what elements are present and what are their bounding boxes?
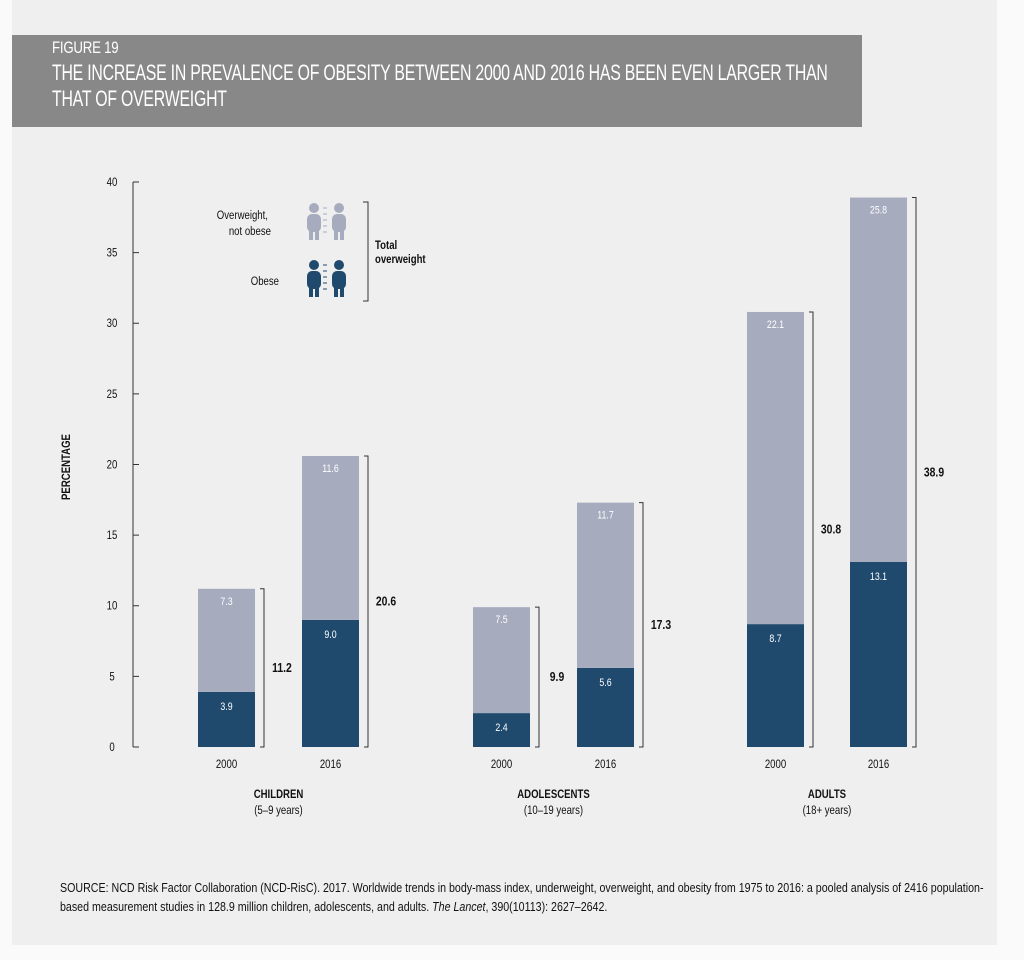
overweight-value-label: 11.7: [597, 510, 614, 522]
legend-obese-label: Obese: [251, 275, 279, 288]
group-label: ADULTS: [808, 788, 846, 801]
x-tick-label: 2016: [595, 758, 616, 771]
overweight-value-label: 7.5: [495, 614, 508, 626]
x-tick-label: 2016: [868, 758, 889, 771]
figure-header: [12, 35, 862, 127]
bar-overweight: [302, 456, 359, 620]
overweight-value-label: 11.6: [322, 463, 339, 475]
overweight-value-label: 22.1: [767, 319, 785, 331]
obese-value-label: 8.7: [769, 633, 782, 645]
y-axis-label: PERCENTAGE: [60, 434, 73, 500]
legend-bracket: [363, 201, 369, 302]
group-label: ADOLESCENTS: [517, 788, 589, 801]
obese-value-label: 3.9: [220, 701, 233, 713]
figure-title: THE INCREASE IN PREVALENCE OF OBESITY BE…: [52, 60, 828, 111]
total-value-label: 9.9: [550, 670, 565, 684]
figure-label: FIGURE 19: [52, 38, 119, 57]
total-bracket: [260, 588, 265, 748]
total-bracket: [809, 311, 814, 748]
group-subtitle: (5–9 years): [254, 804, 303, 817]
total-bracket: [535, 606, 540, 748]
bar-obese: [747, 624, 804, 747]
bar-overweight: [473, 607, 530, 714]
legend-total-label-line2: overweight: [375, 253, 426, 266]
bar-obese: [198, 691, 255, 747]
figure-panel: [12, 0, 997, 945]
total-bracket: [912, 197, 917, 748]
bar-obese: [577, 667, 634, 747]
y-tick-label: 35: [107, 247, 118, 260]
total-value-label: 30.8: [821, 522, 842, 536]
obese-value-label: 9.0: [324, 629, 337, 641]
total-value-label: 17.3: [651, 618, 672, 632]
y-tick-label: 20: [107, 459, 118, 472]
legend-total-label: Total: [375, 239, 397, 252]
x-tick-label: 2016: [320, 758, 341, 771]
y-tick-label: 25: [107, 388, 118, 401]
bar-overweight: [747, 311, 804, 625]
y-tick-label: 5: [109, 670, 114, 683]
y-tick-label: 40: [107, 176, 118, 189]
y-tick-label: 10: [107, 600, 118, 613]
bar-obese: [302, 619, 359, 747]
bar-obese: [473, 713, 530, 747]
group-subtitle: (10–19 years): [524, 804, 583, 817]
bar-overweight: [850, 197, 907, 562]
y-tick-label: 0: [109, 741, 114, 754]
y-tick-label: 30: [107, 317, 118, 330]
legend-overweight-label-line2: not obese: [229, 225, 271, 238]
source-citation: , 390(10113): 2627–2642.: [485, 899, 608, 914]
total-value-label: 38.9: [924, 465, 945, 479]
y-tick-label: 15: [107, 529, 118, 542]
group-subtitle: (18+ years): [803, 804, 852, 817]
obese-value-label: 5.6: [599, 677, 612, 689]
bar-overweight: [577, 502, 634, 668]
overweight-value-label: 25.8: [870, 205, 888, 217]
total-value-label: 20.6: [376, 594, 397, 608]
bar-obese: [850, 561, 907, 747]
children-icon-light: [307, 203, 346, 240]
obese-value-label: 13.1: [870, 571, 888, 583]
x-tick-label: 2000: [765, 758, 786, 771]
source-text: SOURCE: NCD Risk Factor Collaboration (N…: [60, 880, 984, 914]
total-bracket: [639, 502, 644, 748]
children-icon-dark: [307, 260, 346, 297]
total-value-label: 11.2: [272, 661, 292, 675]
legend-overweight-label: Overweight,: [217, 209, 268, 222]
obese-value-label: 2.4: [495, 722, 508, 734]
total-bracket: [364, 455, 369, 748]
bar-overweight: [198, 588, 255, 692]
x-tick-label: 2000: [491, 758, 512, 771]
source-journal: The Lancet: [432, 899, 486, 914]
group-label: CHILDREN: [254, 788, 304, 801]
source-note: SOURCE: NCD Risk Factor Collaboration (N…: [60, 878, 987, 916]
overweight-value-label: 7.3: [220, 596, 233, 608]
x-tick-label: 2000: [216, 758, 237, 771]
